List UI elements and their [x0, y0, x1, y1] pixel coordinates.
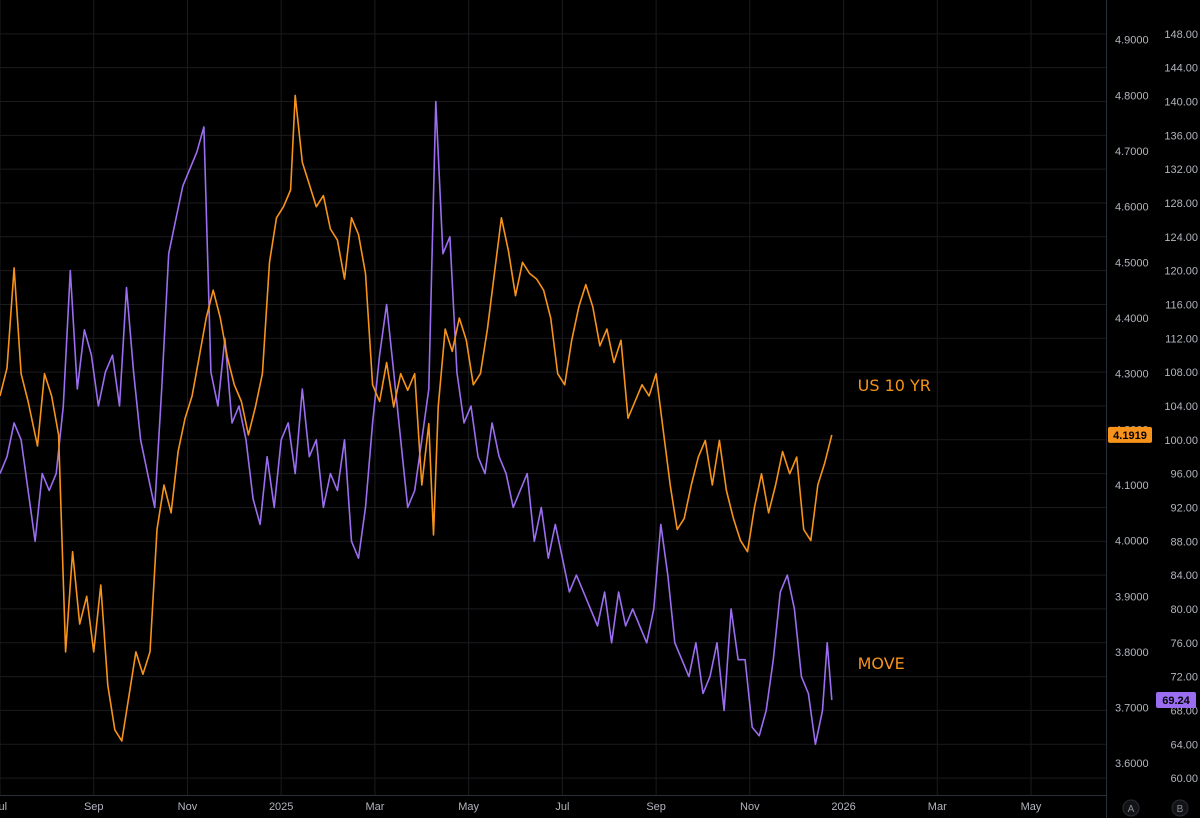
x-tick-label: Sep [646, 801, 666, 813]
series-line-move [0, 100, 833, 746]
last-value-tag [1156, 691, 1196, 708]
y-right-tick-label: 72.00 [1170, 672, 1198, 684]
y-right-tick-label: 124.00 [1164, 232, 1198, 244]
y-right-tick-label: 92.00 [1170, 502, 1198, 514]
y-left-tick-label: 4.9000 [1115, 35, 1149, 47]
price-scale-button[interactable] [1171, 799, 1189, 817]
y-left-tick-label: 4.3000 [1115, 369, 1149, 381]
x-tick-label: Mar [365, 801, 384, 813]
annotation-label: MOVE [858, 654, 905, 673]
y-right-tick-label: 84.00 [1170, 570, 1198, 582]
x-tick-label: 2026 [831, 801, 855, 813]
price-scale-button[interactable] [1122, 799, 1140, 817]
y-left-tick-label: 4.7000 [1115, 146, 1149, 158]
y-right-tick-label: 80.00 [1170, 604, 1198, 616]
x-tick-label: May [458, 801, 479, 813]
y-right-tick-label: 116.00 [1165, 299, 1198, 311]
y-right-tick-label: 128.00 [1164, 198, 1198, 210]
y-left-tick-label: 3.7000 [1115, 703, 1149, 715]
y-left-tick-label: 4.5000 [1115, 257, 1149, 269]
x-tick-label: Jul [555, 801, 569, 813]
x-tick-label: Nov [178, 801, 198, 813]
y-left-tick-label: 4.1000 [1115, 480, 1149, 492]
x-tick-label: Mar [928, 801, 947, 813]
y-left-tick-label: 4.0000 [1115, 536, 1149, 548]
y-left-tick-label: 4.8000 [1115, 90, 1149, 102]
series-line-us-10-yr [0, 94, 833, 742]
y-right-tick-label: 88.00 [1170, 536, 1198, 548]
y-right-tick-label: 60.00 [1170, 773, 1198, 785]
y-right-tick-label: 120.00 [1164, 266, 1198, 278]
y-left-tick-label: 3.8000 [1115, 647, 1149, 659]
y-right-tick-label: 100.00 [1164, 435, 1198, 447]
y-right-tick-label: 144.00 [1164, 63, 1198, 75]
y-right-tick-label: 96.00 [1170, 469, 1198, 481]
price-scale-button-label[interactable]: A [1128, 804, 1135, 815]
y-right-tick-label: 76.00 [1170, 638, 1198, 650]
last-value-tag [1108, 426, 1152, 443]
y-right-tick-label: 140.00 [1164, 96, 1198, 108]
last-value-tag-text: 69.24 [1162, 695, 1190, 707]
y-right-tick-label: 68.00 [1170, 705, 1198, 717]
x-tick-label: Nov [740, 801, 760, 813]
y-left-tick-label: 3.6000 [1115, 758, 1149, 770]
y-right-tick-label: 148.00 [1164, 29, 1198, 41]
y-right-tick-label: 64.00 [1170, 739, 1198, 751]
annotation-label: US 10 YR [858, 376, 931, 395]
y-left-tick-label: 3.9000 [1115, 591, 1149, 603]
y-right-tick-label: 136.00 [1164, 130, 1198, 142]
grid [0, 0, 1106, 795]
x-tick-label: May [1021, 801, 1042, 813]
x-tick-label: Jul [0, 801, 7, 813]
y-right-tick-label: 112.00 [1165, 333, 1198, 345]
x-tick-label: Sep [84, 801, 104, 813]
x-tick-label: 2025 [269, 801, 293, 813]
price-scale-button-label[interactable]: B [1177, 804, 1184, 815]
y-right-tick-label: 108.00 [1164, 367, 1198, 379]
last-value-tag-text: 4.1919 [1113, 430, 1147, 442]
y-left-tick-label: 4.4000 [1115, 313, 1149, 325]
tag-layer: 4.1919 69.24 [1108, 426, 1196, 708]
y-right-tick-label: 132.00 [1164, 164, 1198, 176]
y-left-tick-label: 4.6000 [1115, 202, 1149, 214]
series-layer [0, 94, 833, 746]
y-right-tick-label: 104.00 [1164, 401, 1198, 413]
annotation-layer: US 10 YR MOVE [858, 376, 931, 673]
